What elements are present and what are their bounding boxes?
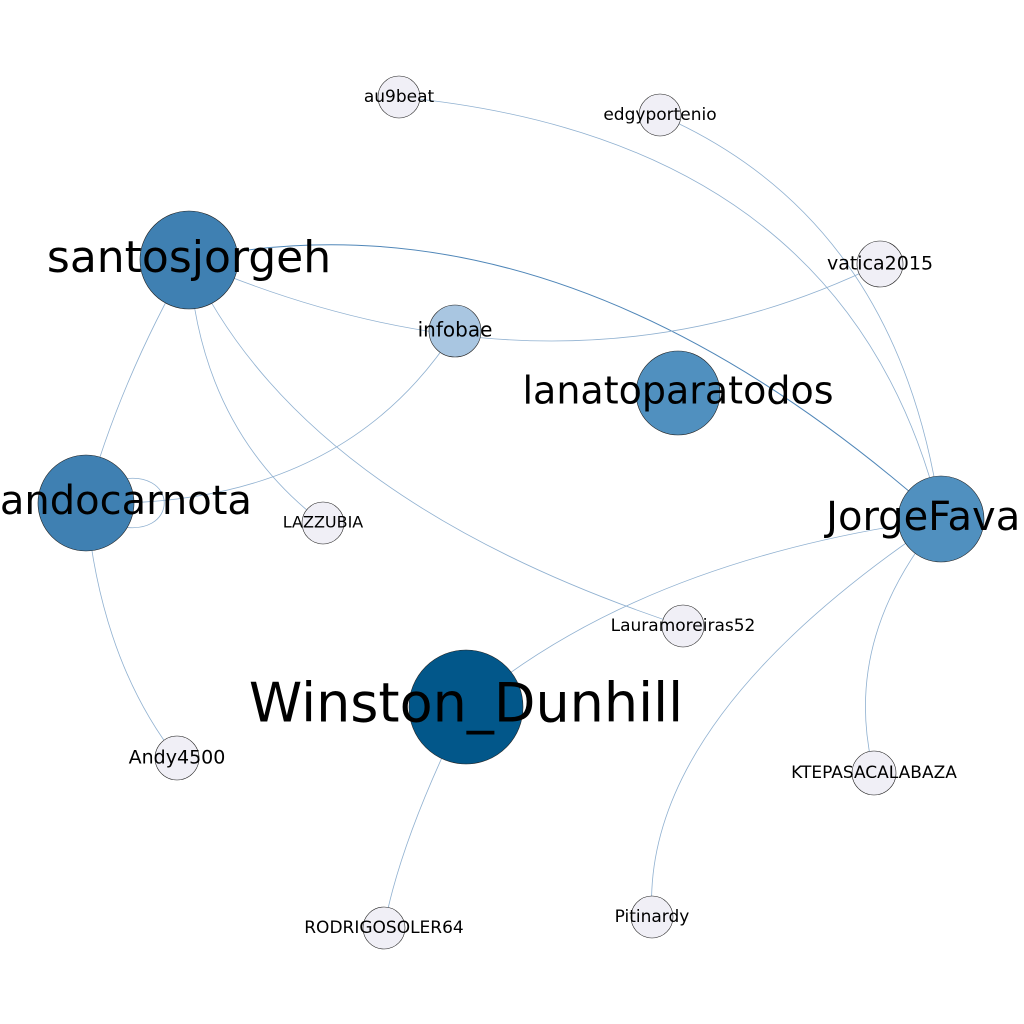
node-label-Winston_Dunhill: Winston_Dunhill (249, 672, 683, 735)
node-santosjorgeh[interactable] (139, 210, 239, 310)
edge-JorgeFavalo-Pitinardy (651, 518, 942, 918)
edge-infobae-fernandocarnota (85, 330, 456, 504)
node-label-fernandocarnota: fernandocarnota (0, 478, 252, 524)
node-label-RODRIGOSOLER64: RODRIGOSOLER64 (304, 918, 464, 938)
node-label-Andy4500: Andy4500 (129, 747, 226, 769)
node-label-au9beat: au9beat (364, 87, 435, 107)
nodes-layer (37, 75, 985, 950)
node-edgyportenio[interactable] (638, 93, 682, 137)
node-label-Pitinardy: Pitinardy (615, 907, 690, 927)
node-label-Lauramoreiras52: Lauramoreiras52 (611, 616, 756, 636)
node-Winston_Dunhill[interactable] (408, 649, 524, 765)
node-Lauramoreiras52[interactable] (661, 604, 705, 648)
node-au9beat[interactable] (377, 75, 421, 119)
node-label-lanatoparatodos: lanatoparatodos (523, 369, 834, 413)
edge-santosjorgeh-Lauramoreiras52 (188, 259, 684, 627)
edge-santosjorgeh-vatica2015 (188, 259, 881, 342)
node-label-santosjorgeh: santosjorgeh (47, 232, 331, 283)
edge-santosjorgeh-JorgeFavalo (188, 244, 942, 520)
node-fernandocarnota[interactable] (37, 454, 135, 552)
node-label-JorgeFavalo: JorgeFavalo (823, 494, 1024, 540)
edge-fernandocarnota-fernandocarnota (113, 478, 165, 528)
node-infobae[interactable] (428, 304, 482, 358)
node-Andy4500[interactable] (154, 735, 200, 781)
edge-edgyportenio-JorgeFavalo (659, 114, 942, 520)
node-RODRIGOSOLER64[interactable] (362, 906, 406, 950)
labels-layer: au9beat edgyportenio santosjorgeh vatica201… (0, 87, 1024, 938)
edge-Winston_Dunhill-JorgeFavalo (465, 518, 942, 708)
node-LAZZUBIA[interactable] (301, 501, 345, 545)
node-label-vatica2015: vatica2015 (827, 253, 933, 275)
node-JorgeFavalo[interactable] (897, 475, 985, 563)
node-Pitinardy[interactable] (630, 895, 674, 939)
node-KTEPASACALABAZA[interactable] (851, 750, 897, 796)
node-label-infobae: infobae (418, 318, 493, 342)
node-lanatoparatodos[interactable] (635, 350, 721, 436)
node-label-edgyportenio: edgyportenio (603, 105, 716, 125)
node-label-LAZZUBIA: LAZZUBIA (283, 513, 364, 532)
node-vatica2015[interactable] (856, 240, 904, 288)
node-label-KTEPASACALABAZA: KTEPASACALABAZA (791, 763, 957, 783)
edge-au9beat-JorgeFavalo (398, 96, 942, 520)
